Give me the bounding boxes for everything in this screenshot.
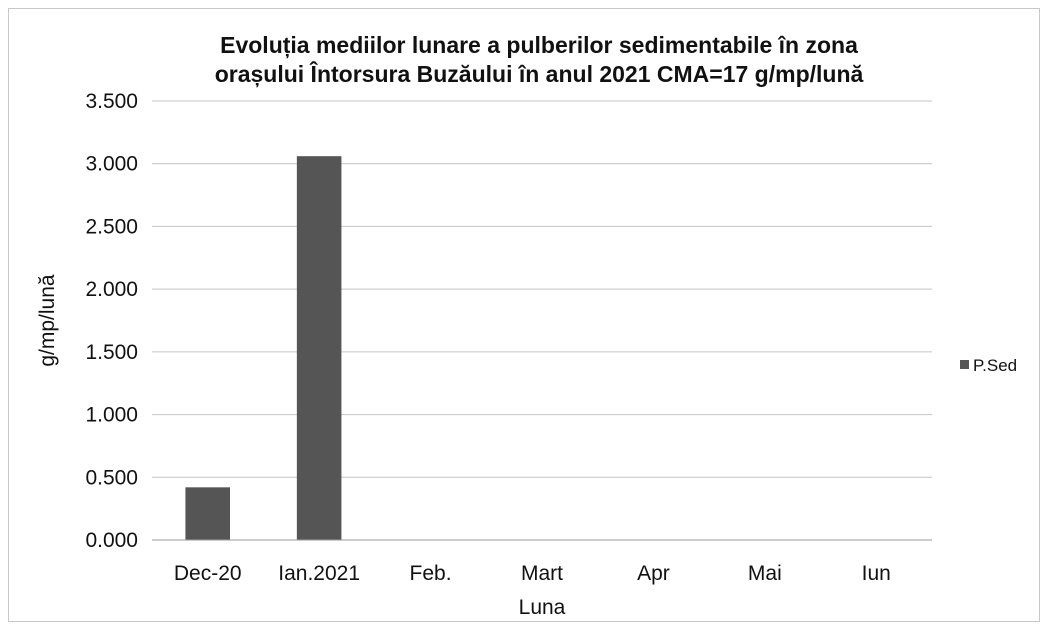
x-tick-label: Apr [637, 562, 670, 585]
y-axis-ticks: 0.000 0.500 1.000 1.500 2.000 2.500 3.000 3.500 [85, 90, 138, 552]
y-tick-label: 3.500 [85, 90, 138, 113]
x-tick-label: Mai [748, 562, 782, 585]
y-tick-label: 0.500 [85, 466, 138, 489]
chart-title-line-1: Evoluția mediilor lunare a pulberilor se… [220, 32, 858, 59]
y-tick-label: 3.000 [85, 153, 138, 176]
bar-ian-2021 [296, 156, 342, 540]
legend-swatch [960, 360, 969, 369]
y-tick-label: 2.000 [85, 278, 138, 301]
chart-frame [8, 8, 1040, 622]
gridlines [152, 100, 932, 478]
x-tick-label: Dec-20 [174, 562, 242, 585]
x-axis-label: Luna [519, 596, 566, 619]
y-tick-label: 1.000 [85, 404, 138, 427]
chart-title: Evoluția mediilor lunare a pulberilor se… [215, 32, 864, 88]
x-tick-label: Mart [521, 562, 563, 585]
legend-label: P.Sed [973, 356, 1017, 375]
legend: P.Sed [960, 356, 1017, 375]
y-axis-label: g/mp/lună [36, 274, 59, 367]
y-tick-label: 2.500 [85, 215, 138, 238]
y-tick-label: 1.500 [85, 341, 138, 364]
bars [185, 156, 342, 540]
x-tick-label: Iun [862, 562, 891, 585]
y-tick-label: 0.000 [85, 529, 138, 552]
chart-title-line-2: orașului Întorsura Buzăului în anul 2021… [215, 60, 864, 88]
x-tick-label: Ian.2021 [278, 562, 360, 585]
x-tick-label: Feb. [410, 562, 452, 585]
x-axis-ticks: Dec-20 Ian.2021 Feb. Mart Apr Mai Iun [174, 562, 891, 585]
bar-dec-20 [185, 487, 230, 540]
